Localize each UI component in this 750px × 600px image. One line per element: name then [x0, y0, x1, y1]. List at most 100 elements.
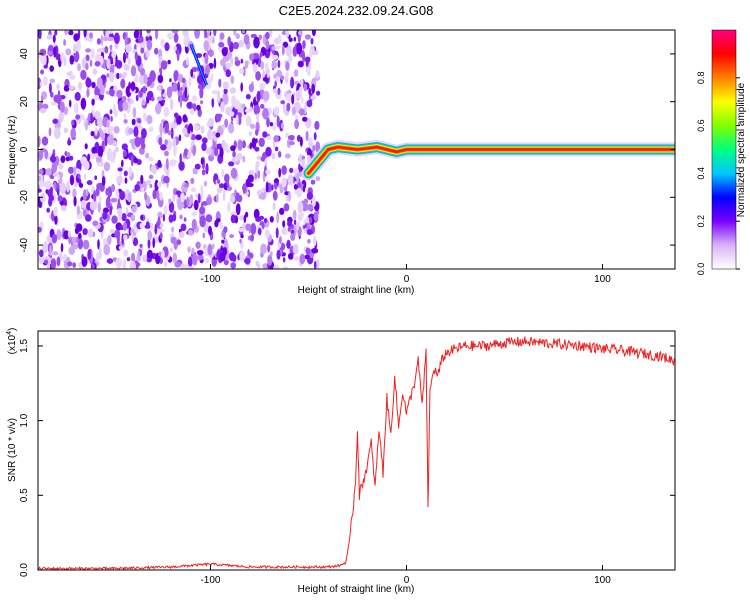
- noise-speckle: [121, 159, 124, 168]
- noise-speckle: [257, 170, 261, 179]
- noise-speckle: [271, 184, 274, 191]
- noise-speckle: [92, 68, 98, 75]
- noise-speckle: [140, 47, 145, 54]
- noise-speckle: [271, 54, 279, 60]
- noise-speckle: [187, 256, 193, 268]
- noise-speckle: [288, 55, 293, 63]
- noise-speckle: [154, 223, 158, 235]
- noise-speckle: [230, 211, 237, 216]
- noise-speckle: [69, 155, 74, 161]
- noise-speckle: [112, 54, 116, 66]
- noise-speckle: [93, 190, 97, 202]
- noise-speckle: [313, 260, 317, 269]
- noise-speckle: [40, 69, 45, 75]
- noise-speckle: [103, 161, 111, 172]
- noise-speckle: [182, 83, 185, 92]
- noise-speckle: [207, 128, 213, 141]
- noise-speckle: [280, 122, 284, 129]
- noise-speckle: [264, 158, 268, 167]
- noise-speckle: [313, 235, 317, 247]
- noise-speckle: [156, 96, 163, 102]
- noise-speckle: [119, 73, 122, 79]
- noise-speckle: [186, 102, 192, 109]
- noise-speckle: [49, 244, 52, 257]
- noise-speckle: [166, 86, 173, 99]
- noise-speckle: [40, 181, 47, 188]
- noise-speckle: [308, 137, 313, 144]
- noise-speckle: [232, 150, 236, 158]
- noise-speckle: [196, 74, 204, 85]
- noise-speckle: [66, 261, 73, 267]
- noise-speckle: [310, 37, 314, 45]
- noise-speckle: [176, 49, 180, 62]
- noise-speckle: [114, 229, 121, 239]
- noise-speckle: [239, 250, 246, 262]
- noise-speckle: [245, 94, 251, 100]
- noise-speckle: [275, 76, 280, 83]
- noise-speckle: [107, 134, 114, 146]
- y-tick-label: 0: [19, 146, 30, 152]
- noise-speckle: [45, 180, 52, 190]
- noise-speckle: [298, 108, 305, 116]
- noise-speckle: [256, 90, 261, 102]
- noise-speckle: [51, 233, 58, 244]
- noise-speckle: [257, 262, 261, 269]
- noise-speckle: [186, 57, 189, 66]
- noise-speckle: [215, 132, 221, 138]
- noise-speckle: [83, 173, 87, 181]
- noise-speckle: [285, 61, 290, 71]
- noise-speckle: [77, 81, 83, 90]
- noise-speckle: [132, 237, 139, 247]
- noise-speckle: [260, 188, 265, 193]
- y-tick-label: 0.0: [19, 563, 30, 577]
- noise-speckle: [205, 214, 213, 223]
- noise-speckle: [84, 143, 88, 150]
- noise-speckle: [191, 66, 198, 73]
- noise-speckle: [106, 148, 113, 160]
- noise-speckle: [253, 104, 261, 115]
- noise-speckle: [258, 194, 265, 200]
- noise-speckle: [73, 33, 80, 42]
- noise-speckle: [241, 30, 245, 34]
- noise-speckle: [183, 217, 187, 222]
- noise-speckle: [244, 108, 252, 114]
- noise-speckle: [169, 98, 174, 111]
- noise-speckle: [68, 85, 75, 90]
- noise-speckle: [208, 225, 212, 236]
- noise-speckle: [50, 91, 54, 98]
- noise-speckle: [170, 127, 174, 139]
- noise-speckle: [240, 234, 244, 239]
- noise-speckle: [306, 191, 314, 200]
- noise-speckle: [300, 78, 304, 87]
- noise-speckle: [278, 236, 282, 244]
- noise-speckle: [123, 64, 130, 71]
- noise-speckle: [51, 162, 58, 173]
- noise-speckle: [111, 215, 118, 224]
- noise-speckle: [262, 131, 268, 138]
- noise-speckle: [146, 249, 153, 261]
- noise-speckle: [192, 95, 197, 103]
- noise-speckle: [248, 83, 255, 93]
- noise-speckle: [242, 183, 246, 194]
- noise-speckle: [110, 115, 113, 122]
- noise-speckle: [98, 93, 104, 101]
- noise-speckle: [80, 69, 87, 80]
- noise-speckle: [306, 204, 314, 211]
- noise-speckle: [67, 230, 71, 238]
- noise-speckle: [46, 235, 52, 243]
- noise-speckle: [192, 144, 196, 157]
- noise-speckle: [250, 123, 255, 129]
- noise-speckle: [200, 157, 204, 165]
- noise-speckle: [130, 155, 134, 167]
- noise-speckle: [131, 205, 137, 213]
- noise-speckle: [121, 213, 127, 222]
- noise-speckle: [157, 181, 162, 188]
- noise-speckle: [60, 243, 64, 253]
- noise-speckle: [265, 181, 269, 193]
- noise-speckle: [216, 113, 223, 119]
- noise-speckle: [103, 30, 106, 37]
- noise-speckle: [230, 262, 237, 269]
- noise-speckle: [104, 135, 108, 147]
- noise-speckle: [129, 260, 136, 269]
- noise-speckle: [208, 117, 214, 127]
